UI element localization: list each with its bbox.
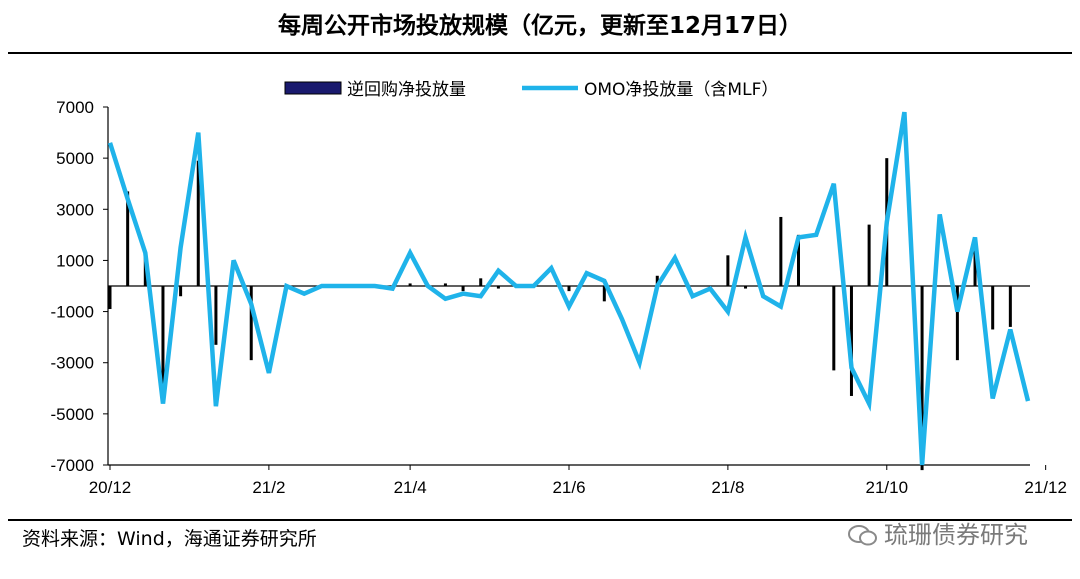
- reverse-repo-bar: [408, 283, 412, 286]
- chart-svg: 7000 5000 3000 1000 -1000 -3000 -5000 -7000 20/1…: [51, 80, 1067, 497]
- reverse-repo-bar: [744, 286, 748, 289]
- chart-title: 每周公开市场投放规模（亿元，更新至12月17日）: [277, 13, 802, 39]
- reverse-repo-bar: [461, 286, 465, 292]
- reverse-repo-bar: [126, 191, 130, 286]
- omo-line: [107, 111, 1031, 466]
- watermark-text: 琉珊债券研究: [884, 521, 1028, 549]
- bar-series: [108, 158, 1012, 471]
- legend-bar-swatch: [284, 81, 342, 95]
- wechat-icon: [848, 525, 877, 546]
- legend-bar-label: 逆回购净投放量: [347, 80, 466, 100]
- x-tick-label: 20/12: [89, 478, 132, 497]
- y-tick-label: 5000: [56, 149, 94, 168]
- title-rule: [8, 52, 1072, 54]
- reverse-repo-bar: [1008, 286, 1012, 327]
- y-tick-label: 3000: [56, 200, 94, 219]
- x-tick-label: 21/6: [552, 478, 585, 497]
- reverse-repo-bar: [214, 286, 218, 345]
- source-note: 资料来源：Wind，海通证券研究所: [22, 528, 317, 550]
- y-tick-label: -1000: [51, 303, 94, 322]
- reverse-repo-bar: [832, 286, 836, 371]
- watermark: 琉珊债券研究: [848, 518, 1028, 552]
- x-tick-label: 21/8: [711, 478, 744, 497]
- reverse-repo-bar: [973, 250, 977, 286]
- reverse-repo-bar: [249, 286, 253, 361]
- y-tick-label: 1000: [56, 251, 94, 270]
- reverse-repo-bar: [179, 286, 183, 297]
- x-tick-label: 21/12: [1024, 478, 1067, 497]
- reverse-repo-bar: [567, 286, 571, 292]
- reverse-repo-bar: [196, 160, 200, 286]
- line-series: [107, 111, 1031, 466]
- legend: 逆回购净投放量 OMO净投放量（含MLF）: [284, 80, 778, 100]
- reverse-repo-bar: [161, 286, 165, 386]
- footer-rule: [8, 519, 1072, 521]
- reverse-repo-bar: [920, 286, 924, 471]
- y-tick-label: 7000: [56, 98, 94, 117]
- y-tick-label: -7000: [51, 456, 94, 475]
- y-tick-label: -3000: [51, 354, 94, 373]
- x-tick-label: 21/10: [865, 478, 908, 497]
- reverse-repo-bar: [779, 216, 783, 286]
- tick-labels: 7000 5000 3000 1000 -1000 -3000 -5000 -7000 20/1…: [51, 98, 1067, 497]
- legend-line-label: OMO净投放量（含MLF）: [584, 80, 778, 100]
- reverse-repo-bar: [108, 286, 112, 310]
- reverse-repo-bar: [991, 286, 995, 330]
- reverse-repo-bar: [726, 255, 730, 286]
- reverse-repo-bar: [955, 286, 959, 361]
- reverse-repo-bar: [867, 224, 871, 286]
- reverse-repo-bar: [797, 234, 800, 286]
- reverse-repo-bar: [479, 278, 483, 286]
- reverse-repo-bar: [443, 283, 447, 286]
- reverse-repo-bar: [655, 275, 659, 286]
- y-tick-label: -5000: [51, 405, 94, 424]
- x-tick-label: 21/2: [252, 478, 285, 497]
- reverse-repo-bar: [849, 286, 853, 396]
- reverse-repo-bar: [602, 286, 606, 302]
- x-tick-label: 21/4: [394, 478, 427, 497]
- reverse-repo-bar: [496, 286, 500, 289]
